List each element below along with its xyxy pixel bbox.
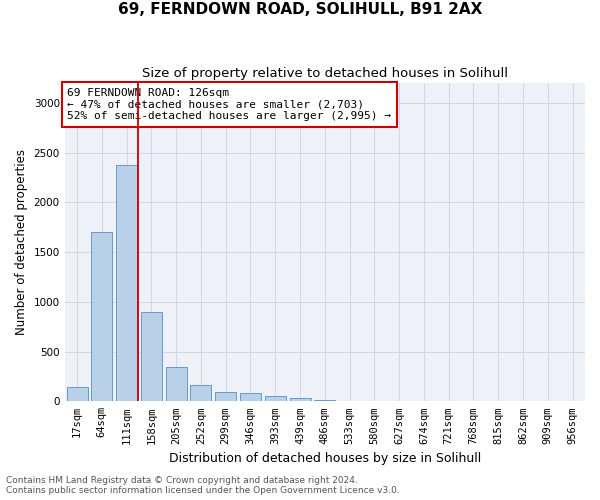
Bar xyxy=(240,393,261,402)
Bar xyxy=(314,400,335,402)
Text: Contains HM Land Registry data © Crown copyright and database right 2024.
Contai: Contains HM Land Registry data © Crown c… xyxy=(6,476,400,495)
Bar xyxy=(91,232,112,402)
Bar xyxy=(166,367,187,402)
Bar xyxy=(265,396,286,402)
Bar xyxy=(116,164,137,402)
X-axis label: Distribution of detached houses by size in Solihull: Distribution of detached houses by size … xyxy=(169,452,481,465)
Bar xyxy=(190,386,211,402)
Bar xyxy=(290,398,311,402)
Title: Size of property relative to detached houses in Solihull: Size of property relative to detached ho… xyxy=(142,68,508,80)
Bar xyxy=(67,388,88,402)
Y-axis label: Number of detached properties: Number of detached properties xyxy=(15,149,28,335)
Bar xyxy=(141,312,162,402)
Bar xyxy=(215,392,236,402)
Text: 69, FERNDOWN ROAD, SOLIHULL, B91 2AX: 69, FERNDOWN ROAD, SOLIHULL, B91 2AX xyxy=(118,2,482,18)
Text: 69 FERNDOWN ROAD: 126sqm
← 47% of detached houses are smaller (2,703)
52% of sem: 69 FERNDOWN ROAD: 126sqm ← 47% of detach… xyxy=(67,88,391,121)
